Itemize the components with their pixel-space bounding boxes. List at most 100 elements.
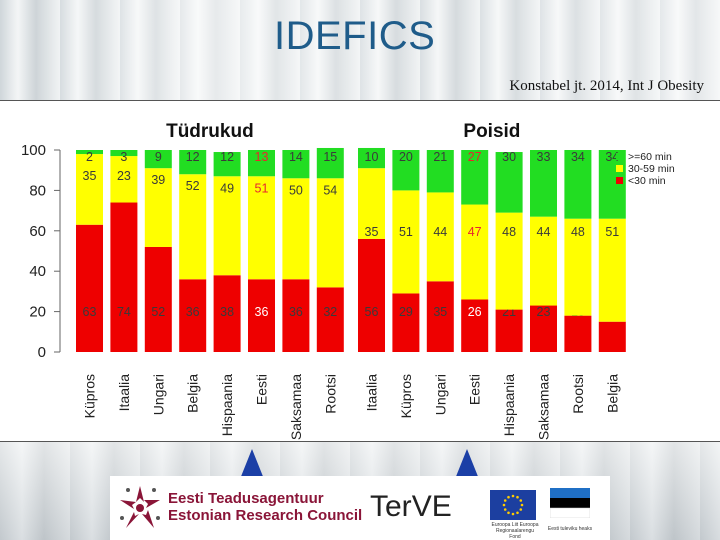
bar-segment bbox=[316, 287, 344, 352]
bar-segment bbox=[495, 152, 523, 213]
data-label: 36 bbox=[255, 305, 269, 319]
eu-star-icon bbox=[520, 503, 524, 507]
estonia-flag-icon bbox=[550, 488, 590, 518]
eu-star-icon bbox=[502, 503, 506, 507]
highlight-arrow-boys bbox=[455, 449, 479, 479]
y-tick-label: 0 bbox=[38, 344, 46, 361]
terve-text: Ter bbox=[370, 490, 412, 523]
data-label: 10 bbox=[365, 150, 379, 164]
data-label: 34 bbox=[605, 150, 619, 164]
data-label: 51 bbox=[605, 225, 619, 239]
bar-segment bbox=[76, 154, 103, 225]
data-label: 36 bbox=[289, 305, 303, 319]
etag-logo-text: Eesti Teadusagentuur Estonian Research C… bbox=[168, 490, 362, 524]
data-label: 51 bbox=[255, 181, 269, 195]
bar-segment bbox=[392, 293, 420, 352]
category-label: Eesti bbox=[254, 374, 270, 405]
category-label: Itaalia bbox=[364, 374, 380, 412]
bar-segment bbox=[426, 150, 454, 193]
bar-segment bbox=[564, 218, 592, 316]
eu-star-icon bbox=[511, 512, 515, 516]
data-label: 63 bbox=[83, 305, 97, 319]
bar-segment bbox=[530, 150, 557, 217]
legend-swatch bbox=[616, 177, 623, 184]
category-label: Belgia bbox=[604, 374, 620, 413]
data-label: 14 bbox=[289, 150, 303, 164]
panel-title: Poisid bbox=[463, 121, 520, 142]
data-label: 44 bbox=[433, 225, 447, 239]
panel-title: Tüdrukud bbox=[166, 121, 254, 142]
bar-segment bbox=[461, 299, 489, 352]
eu-star-icon bbox=[507, 495, 510, 499]
data-label: 12 bbox=[220, 150, 234, 164]
bar-segment bbox=[495, 212, 523, 310]
legend-swatch bbox=[616, 165, 623, 172]
category-label: Rootsi bbox=[570, 374, 586, 414]
category-label: Küpros bbox=[398, 374, 414, 418]
data-label: 35 bbox=[433, 305, 447, 319]
bar-segment bbox=[179, 174, 207, 280]
category-label: Saksamaa bbox=[288, 374, 304, 440]
bar-segment bbox=[461, 204, 489, 300]
data-label: 49 bbox=[220, 181, 234, 195]
bar-segment bbox=[358, 168, 385, 239]
eu-caption: Euroopa Liit Euroopa Regionaalarengu Fon… bbox=[491, 522, 539, 540]
category-label: Ungari bbox=[150, 374, 166, 415]
data-label: 9 bbox=[155, 150, 162, 164]
bar-segment bbox=[144, 246, 172, 352]
data-label: 2 bbox=[86, 150, 93, 164]
data-label: 34 bbox=[571, 150, 585, 164]
stacked-bar-chart: 020406080100Tüdrukud63352Küpros74233Itaa… bbox=[21, 121, 675, 440]
data-label: 3 bbox=[120, 150, 127, 164]
data-label: 44 bbox=[537, 225, 551, 239]
bar-segment bbox=[530, 216, 557, 306]
data-label: 13 bbox=[255, 150, 269, 164]
terve-logo: TerVE bbox=[370, 490, 452, 524]
bar-segment bbox=[392, 190, 420, 294]
data-label: 52 bbox=[151, 305, 165, 319]
bar-segment bbox=[392, 150, 420, 191]
category-label: Eesti bbox=[467, 374, 483, 405]
bar-segment bbox=[213, 275, 241, 352]
bar-segment bbox=[213, 152, 241, 177]
data-label: 39 bbox=[151, 173, 165, 187]
eu-flag-icon bbox=[490, 490, 536, 520]
bar-segment bbox=[179, 150, 207, 175]
data-label: 47 bbox=[468, 225, 482, 239]
bar-segment bbox=[248, 279, 275, 352]
category-label: Hispaania bbox=[219, 374, 235, 436]
data-label: 56 bbox=[365, 305, 379, 319]
y-tick-label: 40 bbox=[29, 263, 46, 280]
bar-segment bbox=[213, 176, 241, 276]
data-label: 48 bbox=[502, 225, 516, 239]
bar-segment bbox=[598, 218, 626, 322]
y-tick-label: 20 bbox=[29, 304, 46, 321]
eu-star-icon bbox=[503, 508, 507, 511]
bar-segment bbox=[248, 176, 275, 280]
etag-line-1: Eesti Teadusagentuur bbox=[168, 490, 324, 507]
legend-swatch bbox=[616, 153, 623, 160]
bar-segment bbox=[598, 150, 626, 219]
data-label: 30 bbox=[502, 150, 516, 164]
data-label: 15 bbox=[323, 150, 337, 164]
data-label: 32 bbox=[323, 305, 337, 319]
data-label: 35 bbox=[83, 169, 97, 183]
etag-line-2: Estonian Research Council bbox=[168, 507, 363, 524]
category-label: Küpros bbox=[82, 374, 98, 418]
highlight-arrow-girls bbox=[240, 449, 264, 479]
bar-segment bbox=[358, 147, 385, 169]
etag-logo-icon bbox=[120, 486, 160, 528]
bar-segment bbox=[76, 224, 103, 352]
data-label: 48 bbox=[571, 225, 585, 239]
bar-segment bbox=[461, 150, 489, 205]
eu-star-icon bbox=[507, 511, 510, 515]
category-label: Belgia bbox=[185, 374, 201, 413]
eu-star-icon bbox=[516, 511, 519, 515]
data-label: 36 bbox=[186, 305, 200, 319]
bar-segment bbox=[76, 150, 103, 155]
data-label: 23 bbox=[537, 305, 551, 319]
data-label: 27 bbox=[468, 150, 482, 164]
header-background bbox=[0, 0, 720, 100]
data-label: 23 bbox=[117, 169, 131, 183]
y-tick-label: 80 bbox=[29, 182, 46, 199]
